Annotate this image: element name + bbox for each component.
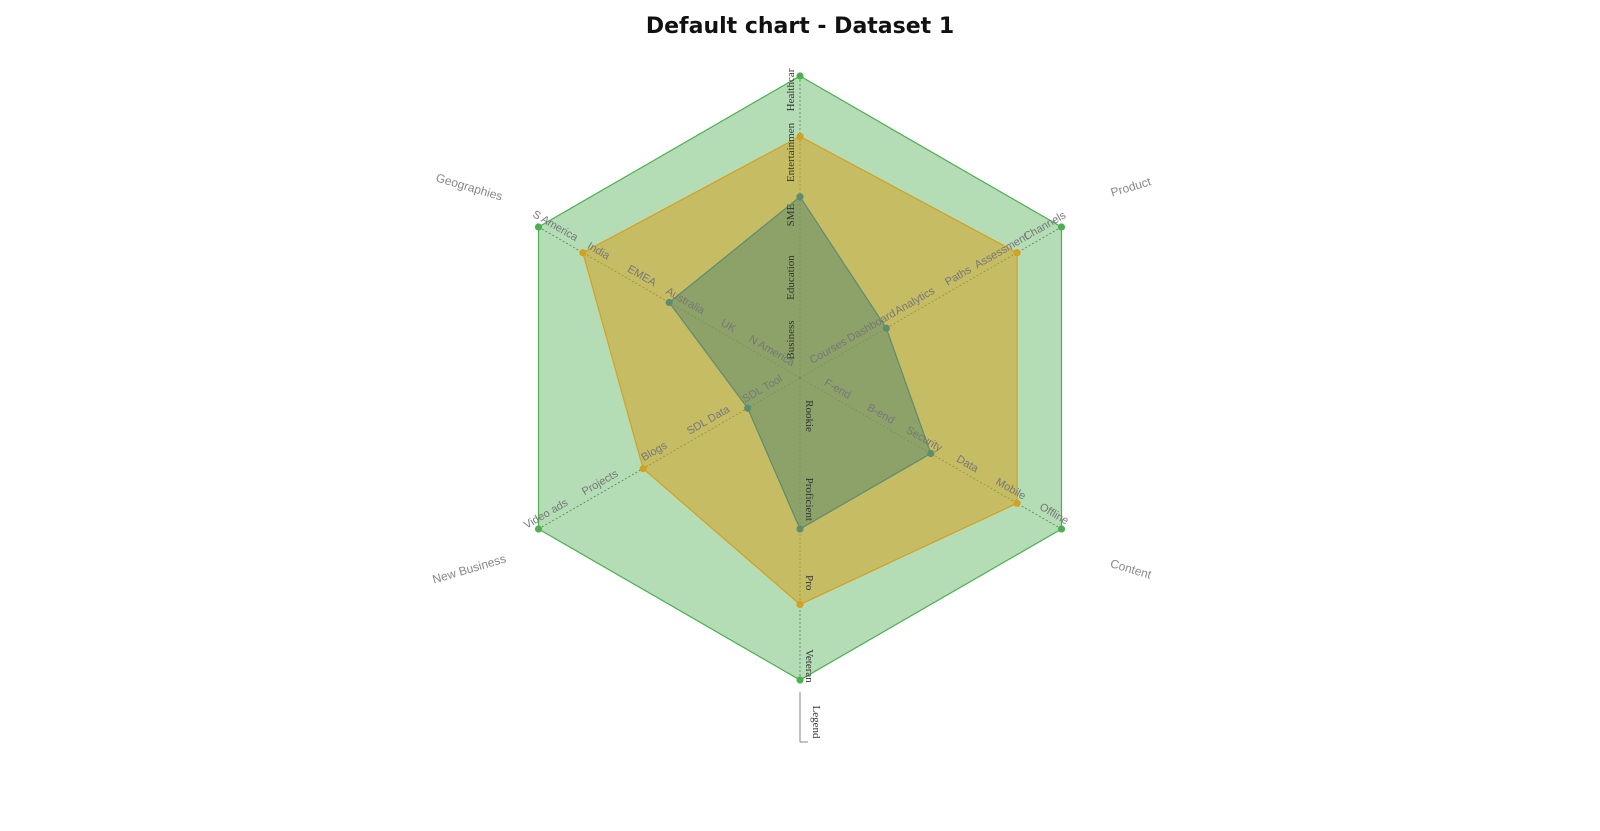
axis-6-title: Geographies (434, 171, 504, 204)
axis-4-tick-1: Rookie (803, 400, 815, 432)
series-1-point-2 (1057, 223, 1066, 231)
series-2-point-6 (579, 249, 587, 257)
axis-4-tick-4: Veteran (803, 649, 815, 683)
series-3-point-6 (665, 298, 673, 307)
series-layer (534, 72, 1066, 684)
axis-5-title: New Business (431, 551, 508, 586)
series-3-point-3 (927, 449, 935, 458)
series-2-point-2 (1013, 249, 1021, 257)
axis-1-tick-3: SME (785, 203, 797, 226)
series-3-point-5 (744, 404, 752, 412)
axis-1-tick-2: Education (785, 255, 797, 300)
series-2-point-5 (639, 465, 647, 473)
series-3-point-1 (796, 193, 804, 201)
axis-1-tick-1: Business (785, 320, 797, 359)
axis-1-tick-4: Entertainmen (785, 122, 797, 182)
series-2-point-4 (796, 600, 804, 609)
axis-3-title: Content (1109, 556, 1154, 582)
chart-title: Default chart - Dataset 1 (645, 14, 955, 39)
axis-1-tick-5: Healthcar (785, 68, 797, 111)
series-1-point-4 (796, 676, 804, 684)
axis-4-tick-3: Pro (803, 575, 815, 591)
series-1-point-6 (534, 223, 543, 231)
series-3-point-4 (796, 525, 804, 533)
series-2-point-3 (1013, 499, 1021, 507)
series-1-point-5 (534, 525, 543, 533)
axes-layer (538, 76, 1062, 743)
legend-label: Legend (810, 706, 822, 739)
series-1-point-3 (1057, 525, 1066, 533)
series-3-point-2 (882, 324, 890, 332)
series-2-point-1 (796, 132, 804, 140)
axis-2-title: Product (1109, 174, 1153, 199)
series-1-point-1 (796, 72, 804, 80)
axis-4-tick-2: Proficient (803, 478, 815, 521)
